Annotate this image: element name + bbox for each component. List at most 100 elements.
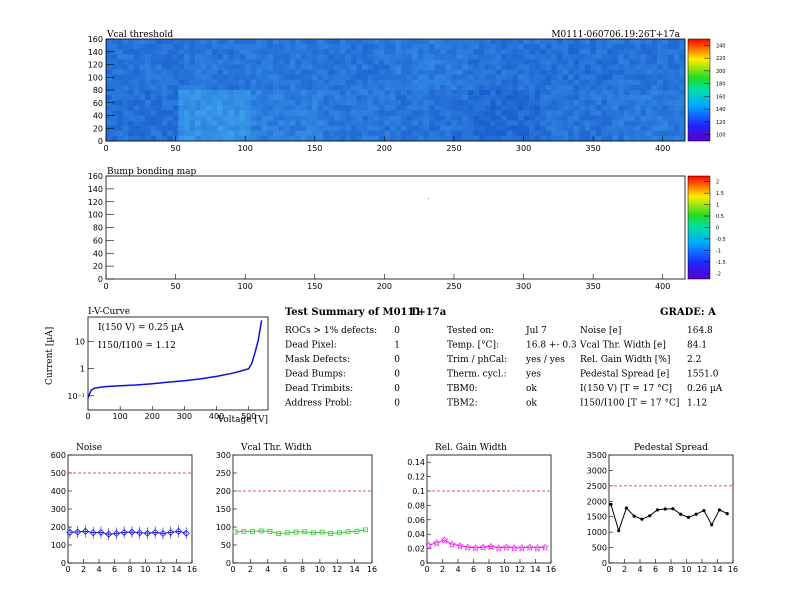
heatmap-cell [328,95,335,101]
heatmap-cell [490,115,497,121]
heatmap-cell [601,74,608,81]
heatmap-cell [445,74,452,81]
heatmap-cell [261,120,268,126]
heatmap-cell [362,49,368,55]
heatmap-cell [106,59,112,65]
heatmap-cell [261,105,268,111]
heatmap-cell [189,69,196,75]
heatmap-cell [156,49,162,55]
heatmap-cell [462,79,469,86]
heatmap-cell [350,49,357,55]
heatmap-cell [584,90,591,96]
heatmap-cell [618,79,625,86]
heatmap-cell [222,59,229,65]
heatmap-cell [267,84,274,91]
heatmap-cell [534,59,541,65]
heatmap-cell [440,125,446,132]
heatmap-cell [172,64,179,70]
heatmap-cell [144,84,151,91]
heatmap-cell [462,39,469,45]
heatmap-cell [317,59,324,65]
gain-width-point [518,544,526,552]
heatmap-cell [629,64,636,70]
heatmap-cell [618,135,625,142]
heatmap-cell [345,84,352,91]
heatmap-cell [428,74,435,81]
heatmap-cell [673,105,680,111]
heatmap-cell [673,135,680,142]
heatmap-cell [440,39,446,45]
heatmap-cell [573,39,580,45]
heatmap-cell [278,79,285,86]
heatmap-cell [161,74,168,81]
heatmap-cell [217,125,224,132]
heatmap-cell [440,100,446,106]
heatmap-cell [412,74,419,81]
heatmap-cell [462,135,469,142]
heatmap-cell [657,125,664,132]
heatmap-cell [289,110,296,116]
heatmap-cell [362,39,368,45]
heatmap-cell [618,69,625,75]
heatmap-cell [239,130,246,137]
heatmap-cell [278,110,285,116]
heatmap-cell [295,49,302,55]
heatmap-cell [657,49,664,55]
heatmap-cell [289,49,296,55]
heatmap-cell [356,44,363,50]
heatmap-cell [156,44,162,50]
heatmap-cell [128,100,135,106]
heatmap-cell [150,110,157,116]
heatmap-cell [568,64,574,70]
heatmap-cell [117,120,124,126]
summary-col2-label: Trim / phCal: [447,355,507,365]
heatmap-cell [662,54,669,60]
heatmap-cell [323,59,329,65]
heatmap-cell [551,90,558,96]
heatmap-cell [228,64,235,70]
heatmap-cell [111,90,118,96]
heatmap-cell [634,105,641,111]
pedestal-point [671,507,675,511]
heatmap-cell [161,115,168,121]
heatmap-cell [117,135,124,142]
bump-map-ytick-label: 60 [93,236,103,245]
heatmap-cell [668,39,675,45]
heatmap-cell [401,79,407,86]
heatmap-cell [473,95,480,101]
heatmap-cell [111,130,118,137]
heatmap-cell [133,59,140,65]
heatmap-cell [428,49,435,55]
heatmap-cell [150,49,157,55]
heatmap-cell [451,90,458,96]
heatmap-cell [161,110,168,116]
heatmap-cell [490,74,497,81]
heatmap-cell [306,135,313,142]
heatmap-cell [651,69,658,75]
heatmap-cell [339,115,346,121]
heatmap-cell [634,44,641,50]
heatmap-cell [562,95,569,101]
heatmap-cell [183,39,190,45]
heatmap-cell [456,59,463,65]
heatmap-cell [172,90,179,96]
heatmap-cell [651,120,658,126]
heatmap-cell [133,105,140,111]
heatmap-cell [556,44,563,50]
heatmap-cell [156,110,162,116]
iv-frame [87,316,269,411]
heatmap-cell [590,39,597,45]
heatmap-cell [183,59,190,65]
summary-col2-value: yes / yes [525,355,565,365]
heatmap-cell [434,125,441,132]
heatmap-cell [590,115,597,121]
heatmap-cell [412,39,419,45]
heatmap-cell [200,64,207,70]
heatmap-cell [256,120,263,126]
vcal-width-point [328,531,334,536]
heatmap-cell [618,54,625,60]
heatmap-cell [445,125,452,132]
heatmap-cell [228,110,235,116]
vcal-palette-tick-label: 120 [716,120,726,126]
heatmap-cell [646,130,652,137]
